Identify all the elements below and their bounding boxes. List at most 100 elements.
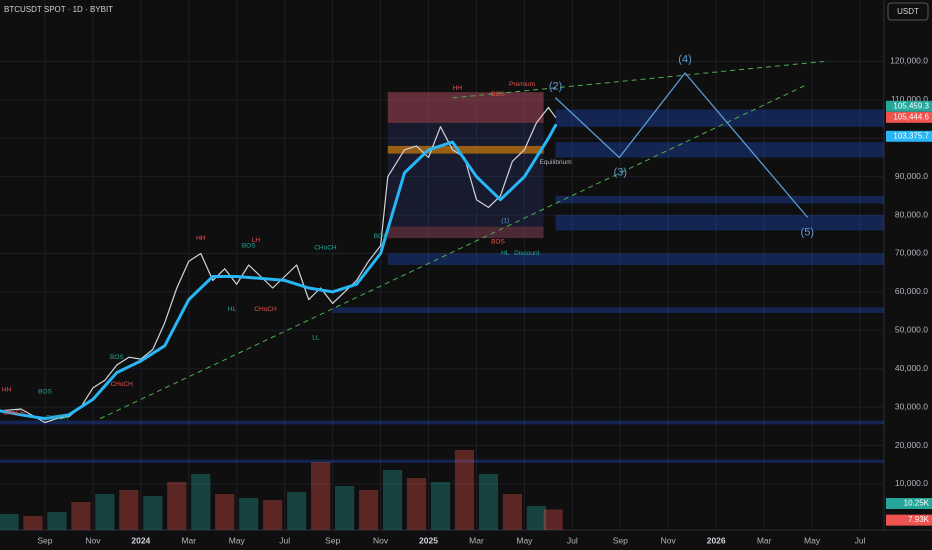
annotation: BOS: [110, 354, 124, 361]
volume-bar: [478, 474, 499, 530]
price-label: 105,444.6: [893, 112, 929, 121]
annotation: HH: [196, 235, 206, 242]
annotation: (1): [501, 218, 509, 225]
chart-title: BTCUSDT SPOT · 1D · BYBIT: [4, 5, 113, 14]
x-tick-label: Nov: [85, 535, 101, 545]
x-tick-label: May: [229, 535, 246, 545]
annotation: CHoCH: [110, 381, 133, 388]
x-tick-label: Jul: [855, 535, 866, 545]
volume-bar: [191, 474, 211, 530]
wave-label: (5): [801, 226, 814, 238]
zone: [555, 142, 884, 158]
annotation: Equilibrium: [539, 159, 571, 166]
volume-bar: [119, 490, 139, 530]
series-line: [0, 106, 557, 424]
y-tick-label: 80,000.0: [895, 209, 928, 219]
y-tick-label: 90,000.0: [895, 171, 928, 181]
volume-bar: [358, 490, 379, 530]
zone: [0, 420, 884, 425]
annotation: BOS: [491, 239, 505, 246]
annotation: CHoCH: [314, 244, 337, 251]
x-tick-label: May: [804, 535, 821, 545]
annotation: BOS: [374, 233, 388, 240]
volume-bar: [167, 482, 187, 530]
x-tick-label: Jul: [567, 535, 578, 545]
zone: [332, 307, 884, 314]
volume-bar: [287, 492, 307, 530]
zone: [0, 459, 884, 463]
volume-bar: [454, 450, 475, 530]
volume-bar: [430, 482, 451, 530]
volume-bar: [543, 509, 563, 530]
y-tick-label: 60,000.0: [895, 286, 928, 296]
y-tick-label: 30,000.0: [895, 401, 928, 411]
price-label: 105,459.3: [893, 101, 929, 110]
volume-bar: [95, 494, 115, 530]
volume-bar: [263, 500, 283, 530]
y-tick-label: 70,000.0: [895, 248, 928, 258]
range-discount: [387, 226, 544, 239]
volume-bar: [335, 486, 355, 530]
volume-label: 10.25K: [904, 499, 930, 508]
zone: [555, 195, 884, 204]
series-line: [554, 72, 808, 218]
annotation: Premium: [509, 81, 535, 88]
x-tick-label: Mar: [181, 535, 196, 545]
currency[interactable]: USDT: [897, 7, 919, 16]
annotation: CHoCH: [254, 306, 277, 313]
annotation: HH: [453, 85, 463, 92]
price-label-box: [886, 100, 932, 112]
annotation: BOS: [491, 91, 505, 98]
zone: [387, 253, 884, 265]
zone: [555, 109, 884, 127]
volume-bar: [239, 498, 259, 530]
price-label-box: [886, 130, 932, 142]
wave-label: (2): [549, 80, 562, 92]
volume-bar: [502, 494, 523, 530]
currency-button[interactable]: [887, 2, 929, 21]
range-equilibrium: [387, 145, 544, 154]
y-tick-label: 40,000.0: [895, 363, 928, 373]
volume-bar: [143, 496, 163, 530]
volume-bar: [215, 494, 235, 530]
range-premium: [387, 92, 544, 123]
wave-label: (3): [614, 167, 627, 179]
annotation: CHoCH: [46, 415, 69, 422]
volume-label: 7.93K: [908, 515, 930, 524]
annotation: HL: [501, 250, 510, 257]
volume-bar: [526, 506, 546, 530]
x-tick-label: Sep: [613, 535, 628, 545]
annotation: LL: [312, 335, 320, 342]
y-tick-label: 110,000.0: [891, 94, 928, 104]
x-tick-label: 2025: [419, 535, 438, 545]
x-tick-label: Mar: [469, 535, 484, 545]
annotation: HL: [228, 306, 237, 313]
volume-bar: [71, 502, 91, 530]
annotation: CHoCH: [3, 410, 26, 417]
volume-bar: [0, 514, 19, 530]
annotation: Discount: [514, 250, 539, 257]
trendline: [99, 84, 808, 420]
annotation: BOS: [38, 388, 52, 395]
price-label-box: [886, 111, 932, 123]
volume-bar: [23, 516, 43, 530]
wave-label: (4): [678, 53, 691, 65]
volume-bar: [47, 512, 67, 530]
y-tick-label: 20,000.0: [895, 440, 928, 450]
x-tick-label: Sep: [37, 535, 52, 545]
volume-bar: [406, 478, 427, 530]
volume-bar: [311, 462, 331, 530]
annotation: BOS: [242, 243, 256, 250]
zone: [555, 215, 884, 231]
series-line: [0, 123, 558, 421]
x-tick-label: Nov: [373, 535, 389, 545]
x-tick-label: Mar: [757, 535, 772, 545]
x-tick-label: 2026: [707, 535, 726, 545]
x-tick-label: Sep: [325, 535, 340, 545]
y-tick-label: 50,000.0: [895, 325, 928, 335]
x-tick-label: 2024: [131, 535, 150, 545]
y-tick-label: 120,000.0: [890, 56, 928, 66]
